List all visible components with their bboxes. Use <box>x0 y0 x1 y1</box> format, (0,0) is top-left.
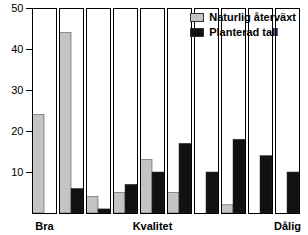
svg-text:50: 50 <box>11 2 23 14</box>
svg-text:Bra: Bra <box>35 220 54 232</box>
svg-text:10: 10 <box>11 166 23 178</box>
html-text:Planterad tall: Planterad tall <box>209 26 279 38</box>
html-text:Naturlig återväxt: Naturlig återväxt <box>209 11 296 23</box>
svg-text:20: 20 <box>11 125 23 137</box>
svg-text:40: 40 <box>11 43 23 55</box>
svg-text:Kvalitet: Kvalitet <box>133 220 173 232</box>
svg-text:Dålig: Dålig <box>274 220 301 232</box>
svg-text:30: 30 <box>11 84 23 96</box>
